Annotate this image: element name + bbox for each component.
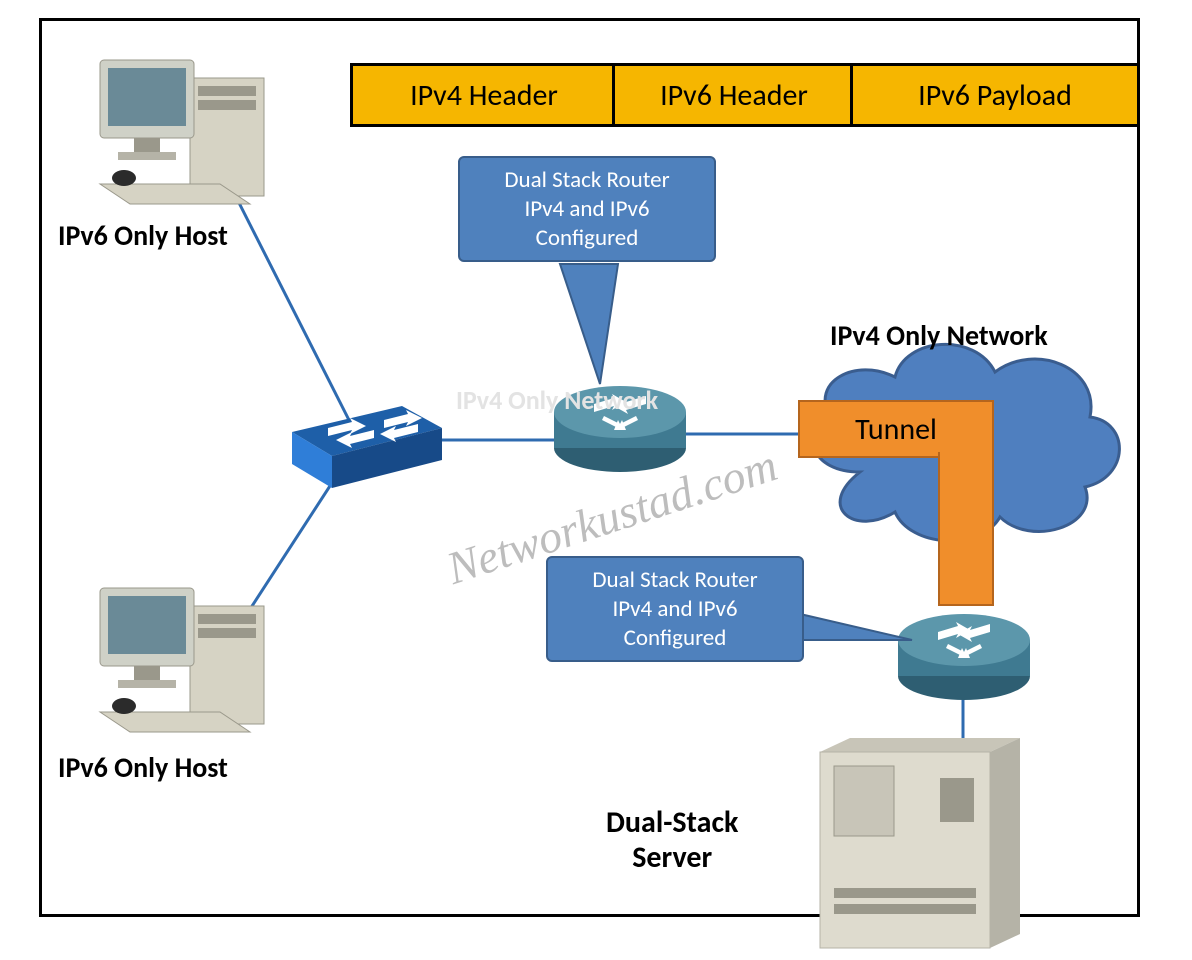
callout-router2: Dual Stack Router IPv4 and IPv6 Configur…: [546, 556, 804, 662]
callout-router1-l2: IPv4 and IPv6: [474, 195, 700, 224]
label-host2: IPv6 Only Host: [58, 750, 228, 785]
callout-router1: Dual Stack Router IPv4 and IPv6 Configur…: [458, 156, 716, 262]
callout-router2-l2: IPv4 and IPv6: [562, 595, 788, 624]
tunnel-vertical: [938, 452, 994, 606]
header-payload-label: IPv6 Payload: [918, 77, 1072, 114]
callout-router1-l1: Dual Stack Router: [474, 166, 700, 195]
label-server-l2: Server: [606, 841, 738, 876]
callout-router1-l3: Configured: [474, 224, 700, 253]
header-ipv4: IPv4 Header: [350, 63, 618, 127]
header-ipv4-label: IPv4 Header: [410, 77, 558, 114]
label-host1: IPv6 Only Host: [58, 218, 228, 253]
tunnel-label: Tunnel: [855, 411, 937, 448]
header-ipv6: IPv6 Header: [612, 63, 856, 127]
label-server: Dual-Stack Server: [606, 806, 738, 875]
ghost-ipv4-text: IPv4 Only Network: [456, 384, 658, 416]
header-payload: IPv6 Payload: [850, 63, 1140, 127]
label-ipv4net: IPv4 Only Network: [830, 318, 1048, 353]
callout-router2-l3: Configured: [562, 624, 788, 653]
header-ipv6-label: IPv6 Header: [660, 77, 808, 114]
tunnel-horizontal: Tunnel: [798, 400, 994, 458]
label-server-l1: Dual-Stack: [606, 806, 738, 841]
callout-router2-l1: Dual Stack Router: [562, 566, 788, 595]
